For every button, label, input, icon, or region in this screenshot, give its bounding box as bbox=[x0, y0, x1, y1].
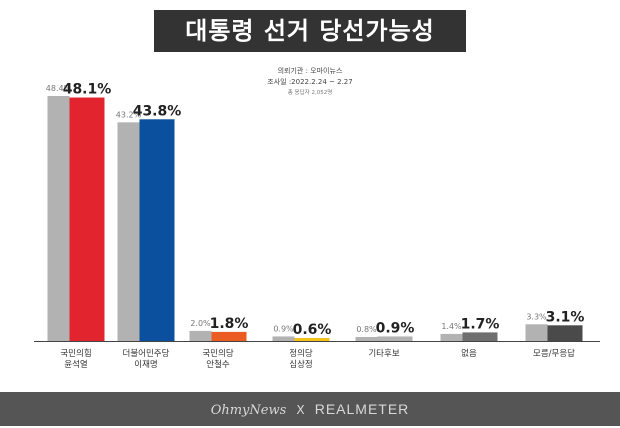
category-label-1-0: 더불어민주당 bbox=[123, 348, 170, 359]
bar-current-6 bbox=[547, 325, 583, 341]
category-label-0-0: 국민의힘 bbox=[60, 348, 91, 359]
footer-logos: OhmyNews X REALMETER bbox=[0, 392, 620, 426]
label-current-3: 0.6% bbox=[293, 322, 332, 338]
title-banner: 대통령 선거 당선가능성 bbox=[154, 10, 466, 52]
survey-respondents: 총 응답자 2,052명 bbox=[287, 90, 333, 96]
category-label-2-1: 안철수 bbox=[206, 359, 230, 370]
footer-separator: X bbox=[296, 403, 305, 417]
label-previous-1: 43.2% bbox=[116, 110, 142, 119]
label-previous-2: 2.0% bbox=[190, 319, 211, 328]
survey-info: 의뢰기관 : 오마이뉴스 조사일 :2022.2.24 ~ 2.27 총 응답자… bbox=[255, 66, 365, 99]
bar-current-3 bbox=[294, 337, 330, 341]
category-label-3-0: 정의당 bbox=[289, 348, 313, 359]
label-previous-5: 1.4% bbox=[441, 322, 462, 331]
category-label-6-0: 모름/무응답 bbox=[533, 348, 575, 359]
survey-date: 조사일 :2022.2.24 ~ 2.27 bbox=[267, 78, 353, 86]
survey-client: 의뢰기관 : 오마이뉴스 bbox=[277, 67, 343, 75]
bar-previous-4 bbox=[355, 336, 378, 341]
category-label-3-1: 심상정 bbox=[289, 359, 312, 370]
label-previous-0: 48.4% bbox=[46, 84, 72, 93]
bar-previous-6 bbox=[525, 324, 548, 341]
category-label-1-1: 이재명 bbox=[134, 359, 157, 370]
label-previous-6: 3.3% bbox=[526, 312, 547, 321]
category-label-5-0: 없음 bbox=[461, 349, 477, 359]
footer-bar: OhmyNews X REALMETER bbox=[0, 392, 620, 426]
category-label-4-0: 기타후보 bbox=[368, 349, 399, 359]
category-label-0-1: 윤석열 bbox=[64, 359, 88, 370]
bar-current-0 bbox=[69, 97, 105, 342]
bar-current-1 bbox=[139, 119, 175, 341]
label-current-0: 48.1% bbox=[63, 82, 112, 98]
bar-previous-5 bbox=[440, 333, 463, 341]
label-previous-4: 0.8% bbox=[356, 325, 377, 334]
label-previous-3: 0.9% bbox=[273, 324, 294, 333]
label-current-4: 0.9% bbox=[376, 320, 415, 336]
bar-previous-2 bbox=[189, 330, 212, 341]
bar-current-2 bbox=[211, 331, 247, 341]
bar-current-5 bbox=[462, 332, 498, 341]
label-current-2: 1.8% bbox=[210, 316, 249, 332]
ohmynews-logo: OhmyNews bbox=[210, 403, 287, 418]
label-current-5: 1.7% bbox=[461, 316, 500, 332]
chart-title: 대통령 선거 당선가능성 bbox=[185, 17, 435, 45]
bar-previous-0 bbox=[47, 96, 70, 341]
label-current-1: 43.8% bbox=[133, 103, 182, 119]
category-label-2-0: 국민의당 bbox=[202, 348, 233, 359]
bar-current-4 bbox=[377, 336, 413, 341]
bar-previous-3 bbox=[272, 336, 295, 341]
label-current-6: 3.1% bbox=[546, 309, 585, 325]
bar-previous-1 bbox=[117, 122, 140, 341]
realmeter-logo: REALMETER bbox=[314, 401, 410, 417]
